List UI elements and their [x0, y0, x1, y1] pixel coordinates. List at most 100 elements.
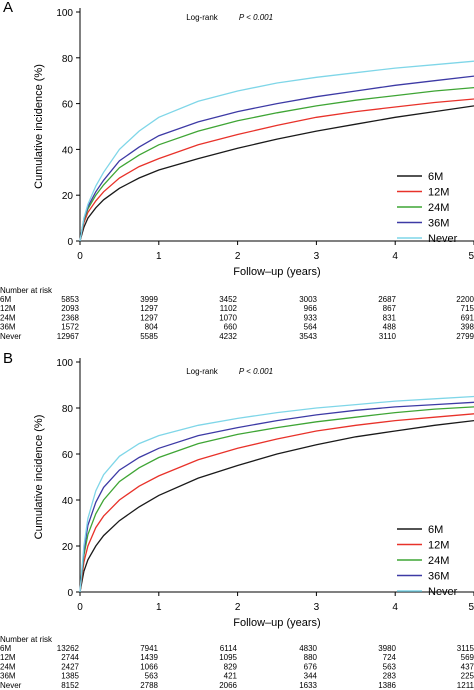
risk-table-title: Number at risk [0, 635, 53, 644]
risk-table-cell: 2788 [140, 681, 158, 690]
risk-table-cell: 691 [461, 313, 474, 322]
risk-table-cell: 488 [383, 323, 397, 332]
risk-table-title: Number at risk [0, 286, 53, 295]
risk-table-row-label: 12M [0, 304, 16, 313]
x-tick-label: 5 [468, 251, 474, 262]
risk-table-row-label: 24M [0, 662, 16, 671]
risk-table-cell: 5585 [140, 332, 158, 341]
series-line-24m [79, 86, 474, 242]
risk-table-cell: 1385 [61, 672, 79, 681]
risk-table-cell: 3543 [299, 332, 317, 341]
x-axis-label: Follow–up (years) [233, 617, 320, 629]
risk-table-cell: 563 [383, 662, 397, 671]
risk-table-row-label: 36M [0, 323, 16, 332]
chart-panel-b: B 0 20 40 60 80 100 0 1 2 3 4 5 Cumulative incidence … [0, 350, 474, 690]
risk-table-cell: 829 [224, 662, 238, 671]
risk-table-cell: 3115 [457, 644, 474, 653]
y-tick-label: 20 [62, 542, 74, 553]
risk-table-row-label: 24M [0, 313, 16, 322]
panel-label: A [3, 0, 13, 16]
risk-table-cell: 3980 [378, 644, 396, 653]
risk-table-cell: 283 [383, 672, 397, 681]
risk-table-cell: 3003 [299, 295, 317, 304]
x-tick-label: 5 [468, 602, 474, 613]
risk-table-cell: 1439 [140, 653, 158, 662]
risk-table-cell: 1102 [220, 304, 238, 313]
series-line-never [79, 395, 474, 593]
risk-table-cell: 3999 [140, 295, 158, 304]
chart-panel-a: A 0 20 40 60 80 100 0 1 2 3 4 5 Cumulative incidence … [0, 0, 474, 341]
risk-table-cell: 1572 [61, 323, 79, 332]
y-tick-label: 0 [67, 588, 73, 599]
risk-table-cell: 563 [145, 672, 159, 681]
legend-label-12m: 12M [428, 187, 449, 199]
legend-label-6m: 6M [428, 171, 443, 183]
risk-table-cell: 569 [461, 653, 474, 662]
y-tick-label: 100 [56, 358, 73, 369]
risk-table-cell: 1211 [457, 681, 474, 690]
risk-table-cell: 2093 [61, 304, 79, 313]
risk-table-cell: 2066 [219, 681, 237, 690]
risk-table-cell: 804 [145, 323, 159, 332]
y-tick-label: 80 [62, 404, 74, 415]
legend-label-never: Never [428, 586, 458, 598]
risk-table-row-label: Never [0, 332, 22, 341]
risk-table-cell: 6114 [220, 644, 238, 653]
risk-table-cell: 5853 [61, 295, 79, 304]
risk-table-cell: 2368 [61, 313, 79, 322]
risk-table-cell: 7941 [140, 644, 158, 653]
x-tick-label: 2 [235, 251, 241, 262]
x-tick-label: 3 [314, 251, 320, 262]
x-axis-label: Follow–up (years) [233, 266, 320, 278]
legend-label-12m: 12M [428, 540, 449, 552]
legend-label-24m: 24M [428, 202, 449, 214]
risk-table-cell: 867 [383, 304, 397, 313]
y-axis-label: Cumulative incidence (%) [33, 64, 45, 189]
risk-table-cell: 2427 [61, 662, 79, 671]
legend-label-6m: 6M [428, 524, 443, 536]
risk-table-cell: 13262 [57, 644, 80, 653]
risk-table-cell: 1297 [140, 304, 158, 313]
risk-table-cell: 1633 [299, 681, 317, 690]
risk-table-cell: 715 [461, 304, 474, 313]
y-tick-label: 80 [62, 54, 74, 65]
risk-table-cell: 3110 [379, 332, 397, 341]
risk-table-cell: 12967 [57, 332, 80, 341]
x-tick-label: 1 [156, 251, 162, 262]
y-tick-label: 20 [62, 191, 74, 202]
risk-table-row-label: 6M [0, 644, 11, 653]
risk-table-row-label: Never [0, 681, 22, 690]
logrank-label: Log-rank [186, 13, 219, 22]
risk-table-cell: 966 [304, 304, 318, 313]
y-tick-label: 60 [62, 450, 74, 461]
x-tick-label: 1 [156, 602, 162, 613]
risk-table-cell: 421 [224, 672, 238, 681]
y-tick-label: 40 [62, 145, 74, 156]
risk-table-cell: 2744 [61, 653, 79, 662]
y-tick-label: 0 [67, 237, 73, 248]
x-tick-label: 3 [314, 602, 320, 613]
risk-table-cell: 344 [304, 672, 318, 681]
risk-table-cell: 2799 [456, 332, 474, 341]
panel-label: B [3, 350, 13, 367]
risk-table-cell: 933 [304, 313, 318, 322]
risk-table-row-label: 6M [0, 295, 11, 304]
series-line-6m [79, 105, 474, 242]
logrank-label: Log-rank [186, 367, 219, 376]
legend-label-36m: 36M [428, 571, 449, 583]
risk-table-cell: 3452 [219, 295, 237, 304]
risk-table-cell: 676 [304, 662, 318, 671]
risk-table-cell: 1095 [219, 653, 237, 662]
logrank-p-value: P < 0.001 [239, 367, 273, 376]
x-tick-label: 0 [77, 602, 83, 613]
y-axis-label: Cumulative incidence (%) [33, 415, 45, 540]
legend-label-24m: 24M [428, 555, 449, 567]
risk-table-cell: 2200 [456, 295, 474, 304]
risk-table-cell: 437 [461, 662, 474, 671]
series-line-36m [79, 75, 474, 242]
y-tick-label: 100 [56, 8, 73, 19]
risk-table-cell: 1386 [378, 681, 396, 690]
risk-table-cell: 2687 [378, 295, 396, 304]
risk-table-cell: 880 [304, 653, 318, 662]
x-tick-label: 2 [235, 602, 241, 613]
